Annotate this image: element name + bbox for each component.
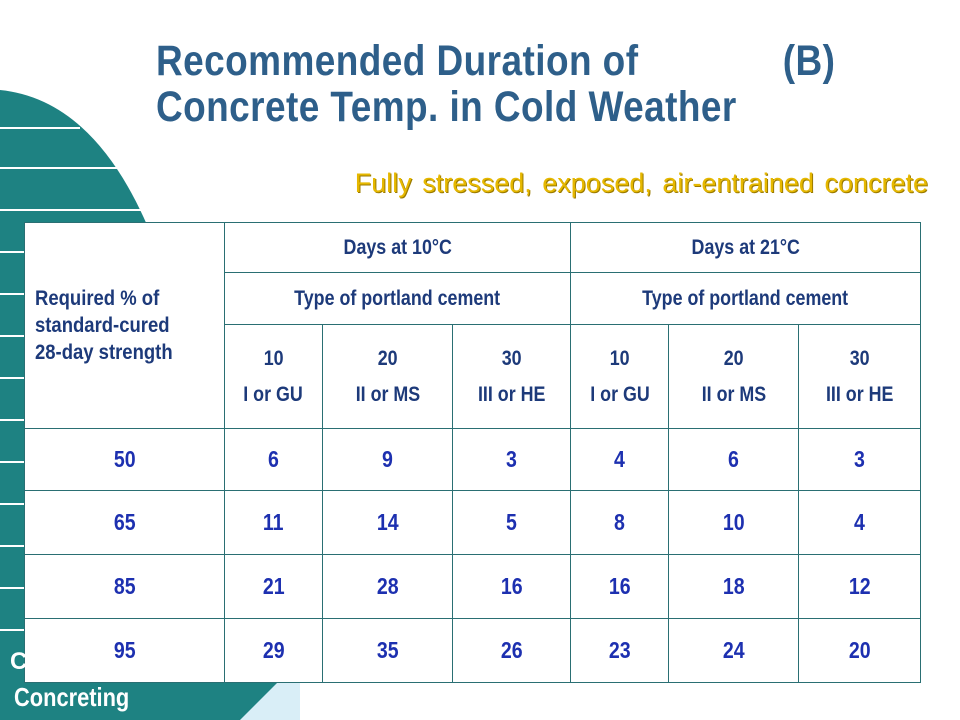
strength-cell: 95 (24, 618, 225, 683)
footer-label: Concreting (14, 682, 130, 712)
cement-type-cell: 20 II or MS (668, 324, 800, 429)
cement-type-cell: 10 I or GU (224, 324, 323, 429)
group-header-10c: Days at 10°C (223, 222, 572, 273)
value-cell: 14 (322, 490, 453, 555)
value-cell: 9 (322, 428, 453, 491)
cement-type-header-21c: Type of portland cement (570, 272, 922, 325)
value-cell: 21 (224, 554, 323, 619)
slide-title: Recommended Duration of (B) Concrete Tem… (156, 38, 835, 130)
cement-type-cell: 10 I or GU (570, 324, 670, 429)
cement-type-cell: 20 II or MS (322, 324, 453, 429)
title-line2: Concrete Temp. in Cold Weather (156, 83, 737, 131)
title-section-marker: (B) (782, 37, 836, 85)
value-cell: 6 (224, 428, 323, 491)
value-cell: 4 (570, 428, 670, 491)
table-row: 50 6 9 3 4 6 3 (24, 428, 922, 491)
value-cell: 11 (224, 490, 323, 555)
value-cell: 10 (668, 490, 800, 555)
cement-type-cell: 30 III or HE (451, 324, 572, 429)
table-row: 95 29 35 26 23 24 20 (24, 618, 922, 683)
group-header-21c: Days at 21°C (570, 222, 922, 273)
value-cell: 6 (668, 428, 800, 491)
slide-subtitle: Fully stressed, exposed, air-entrained c… (354, 168, 928, 198)
table-row: 65 11 14 5 8 10 4 (24, 490, 922, 555)
value-cell: 23 (570, 618, 670, 683)
strength-header-text: Required % of standard-cured 28-day stre… (35, 287, 173, 364)
value-cell: 20 (798, 618, 922, 683)
cement-type-header-10c: Type of portland cement (223, 272, 572, 325)
strength-header-cell: Required % of standard-cured 28-day stre… (24, 222, 225, 429)
value-cell: 3 (451, 428, 572, 491)
value-cell: 16 (570, 554, 670, 619)
value-cell: 26 (451, 618, 572, 683)
cement-type-cell: 30 III or HE (798, 324, 922, 429)
value-cell: 12 (798, 554, 922, 619)
value-cell: 35 (322, 618, 453, 683)
value-cell: 29 (224, 618, 323, 683)
value-cell: 24 (668, 618, 800, 683)
value-cell: 4 (798, 490, 922, 555)
value-cell: 28 (322, 554, 453, 619)
value-cell: 3 (798, 428, 922, 491)
strength-cell: 85 (24, 554, 225, 619)
value-cell: 5 (451, 490, 572, 555)
table-row: 85 21 28 16 16 18 12 (24, 554, 922, 619)
footer-stub-text: C (10, 648, 28, 675)
title-line1-left: Recommended Duration of (156, 37, 639, 85)
value-cell: 8 (570, 490, 670, 555)
strength-cell: 50 (24, 428, 225, 491)
duration-table: Required % of standard-cured 28-day stre… (24, 222, 922, 683)
value-cell: 18 (668, 554, 800, 619)
value-cell: 16 (451, 554, 572, 619)
strength-cell: 65 (24, 490, 225, 555)
